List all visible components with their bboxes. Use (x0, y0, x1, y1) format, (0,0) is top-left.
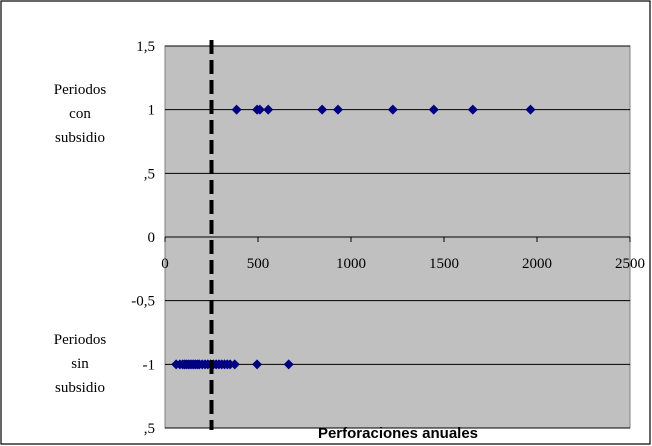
y-tick-labels: 1,51,50-0,5-1,5 (131, 39, 155, 437)
x-tick-label-3: 1500 (429, 256, 459, 272)
y-tick-label-2: ,5 (144, 166, 155, 182)
data-point-0 (231, 104, 242, 115)
x-tick-labels: 0 500 1000 1500 2000 2500 (161, 256, 645, 272)
annotation-without-subsidy-line2: sin (71, 356, 89, 372)
annotation-without-subsidy: Periodos sin subsidio (54, 332, 107, 396)
data-point-8 (467, 104, 478, 115)
x-axis-label: Perforaciones anuales (318, 425, 478, 442)
data-points (171, 104, 536, 370)
y-tick-label-6: ,5 (144, 421, 155, 437)
y-tick-label-1: 1 (148, 103, 156, 119)
x-tick-label-5: 2500 (615, 256, 645, 272)
data-point-2 (254, 104, 265, 115)
annotation-without-subsidy-line3: subsidio (55, 380, 105, 396)
data-point-34 (252, 359, 263, 370)
annotation-with-subsidy: Periodos con subsidio (54, 82, 107, 146)
x-tick-label-4: 2000 (522, 256, 552, 272)
y-tick-label-3: 0 (148, 230, 156, 246)
data-point-35 (283, 359, 294, 370)
y-tick-label-5: -1 (143, 357, 156, 373)
data-point-7 (428, 104, 439, 115)
data-point-3 (263, 104, 274, 115)
data-point-33 (229, 359, 240, 370)
annotation-without-subsidy-line1: Periodos (54, 332, 107, 348)
x-tick-label-1: 500 (247, 256, 270, 272)
data-point-4 (317, 104, 328, 115)
y-tick-label-0: 1,5 (136, 39, 155, 55)
x-tick-label-2: 1000 (336, 256, 366, 272)
y-tick-label-4: -0,5 (131, 294, 155, 310)
annotation-with-subsidy-line3: subsidio (55, 130, 105, 146)
data-point-6 (387, 104, 398, 115)
data-point-5 (332, 104, 343, 115)
x-tick-label-0: 0 (161, 256, 169, 272)
data-point-9 (525, 104, 536, 115)
annotation-with-subsidy-line2: con (69, 106, 91, 122)
annotation-with-subsidy-line1: Periodos (54, 82, 107, 98)
